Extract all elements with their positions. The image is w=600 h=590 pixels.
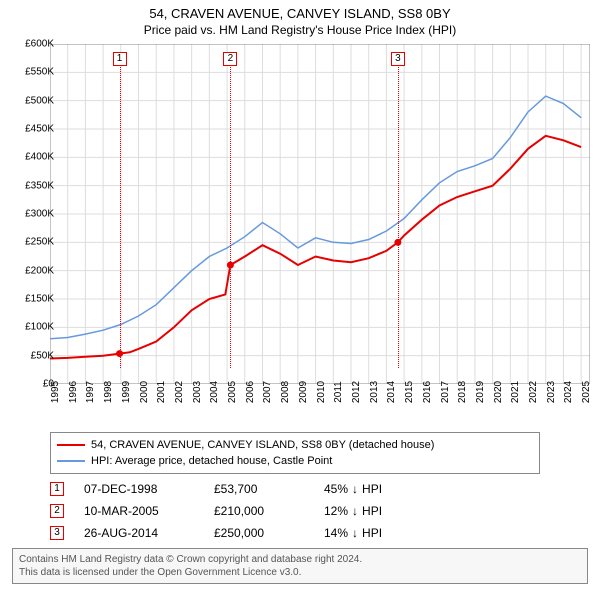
x-axis-label: 1997 [85, 381, 96, 403]
x-axis-label: 2004 [209, 381, 220, 403]
x-axis-label: 2007 [262, 381, 273, 403]
legend: 54, CRAVEN AVENUE, CANVEY ISLAND, SS8 0B… [50, 432, 540, 474]
x-axis-label: 2018 [457, 381, 468, 403]
legend-swatch [57, 460, 85, 462]
y-axis-label: £200K [25, 265, 54, 276]
chart-plot [50, 44, 590, 384]
event-marker-line [398, 60, 399, 368]
x-axis-label: 2015 [404, 381, 415, 403]
event-row: 1 07-DEC-1998£53,70045%↓HPI [50, 478, 540, 500]
x-axis-label: 2025 [581, 381, 592, 403]
x-axis-label: 2021 [510, 381, 521, 403]
event-diff: 14%↓HPI [324, 526, 382, 540]
event-marker-box: 2 [223, 52, 237, 66]
arrow-down-icon: ↓ [352, 526, 358, 540]
y-axis-label: £500K [25, 95, 54, 106]
arrow-down-icon: ↓ [352, 482, 358, 496]
x-axis-label: 2001 [156, 381, 167, 403]
chart-subtitle: Price paid vs. HM Land Registry's House … [0, 21, 600, 43]
x-axis-label: 2019 [475, 381, 486, 403]
x-axis-label: 2017 [440, 381, 451, 403]
legend-swatch [57, 444, 85, 446]
x-axis-label: 2012 [351, 381, 362, 403]
y-axis-label: £250K [25, 237, 54, 248]
x-axis-label: 2023 [546, 381, 557, 403]
event-marker-box: 1 [113, 52, 127, 66]
x-axis-label: 2005 [227, 381, 238, 403]
legend-item: HPI: Average price, detached house, Cast… [57, 453, 533, 469]
y-axis-label: £50K [31, 350, 54, 361]
arrow-down-icon: ↓ [352, 504, 358, 518]
event-marker-line [230, 60, 231, 368]
event-marker-icon: 1 [50, 482, 64, 496]
event-marker-icon: 2 [50, 504, 64, 518]
x-axis-label: 2024 [563, 381, 574, 403]
x-axis-label: 1999 [121, 381, 132, 403]
x-axis-label: 2016 [422, 381, 433, 403]
x-axis-label: 1996 [68, 381, 79, 403]
x-axis-label: 2000 [139, 381, 150, 403]
y-axis-label: £450K [25, 124, 54, 135]
chart-container: 54, CRAVEN AVENUE, CANVEY ISLAND, SS8 0B… [0, 0, 600, 590]
x-axis-label: 2006 [245, 381, 256, 403]
event-date: 26-AUG-2014 [84, 526, 214, 540]
chart-title: 54, CRAVEN AVENUE, CANVEY ISLAND, SS8 0B… [0, 0, 600, 21]
x-axis-label: 2008 [280, 381, 291, 403]
event-date: 07-DEC-1998 [84, 482, 214, 496]
x-axis-label: 2020 [493, 381, 504, 403]
event-marker-line [120, 60, 121, 368]
legend-label: HPI: Average price, detached house, Cast… [91, 455, 332, 467]
x-axis-label: 2013 [369, 381, 380, 403]
x-axis-label: 2011 [333, 381, 344, 403]
x-axis-label: 2002 [174, 381, 185, 403]
event-price: £250,000 [214, 526, 324, 540]
footer-line-1: Contains HM Land Registry data © Crown c… [19, 553, 581, 566]
x-axis-label: 1998 [103, 381, 114, 403]
event-marker-box: 3 [391, 52, 405, 66]
event-diff: 45%↓HPI [324, 482, 382, 496]
y-axis-label: £550K [25, 67, 54, 78]
y-axis-label: £300K [25, 209, 54, 220]
event-row: 2 10-MAR-2005£210,00012%↓HPI [50, 500, 540, 522]
event-price: £53,700 [214, 482, 324, 496]
y-axis-label: £150K [25, 294, 54, 305]
event-date: 10-MAR-2005 [84, 504, 214, 518]
y-axis-label: £350K [25, 180, 54, 191]
legend-item: 54, CRAVEN AVENUE, CANVEY ISLAND, SS8 0B… [57, 437, 533, 453]
x-axis-label: 2022 [528, 381, 539, 403]
x-axis-label: 2014 [386, 381, 397, 403]
event-price: £210,000 [214, 504, 324, 518]
x-axis-label: 2009 [298, 381, 309, 403]
event-row: 3 26-AUG-2014£250,00014%↓HPI [50, 522, 540, 544]
chart-area [50, 44, 590, 384]
events-table: 1 07-DEC-1998£53,70045%↓HPI 2 10-MAR-2005£2… [50, 478, 540, 544]
x-axis-label: 1995 [50, 381, 61, 403]
footer-attribution: Contains HM Land Registry data © Crown c… [12, 548, 588, 584]
legend-label: 54, CRAVEN AVENUE, CANVEY ISLAND, SS8 0B… [91, 439, 434, 451]
event-marker-icon: 3 [50, 526, 64, 540]
x-axis-label: 2010 [316, 381, 327, 403]
y-axis-label: £600K [25, 39, 54, 50]
footer-line-2: This data is licensed under the Open Gov… [19, 566, 581, 579]
y-axis-label: £100K [25, 322, 54, 333]
event-diff: 12%↓HPI [324, 504, 382, 518]
x-axis-label: 2003 [192, 381, 203, 403]
y-axis-label: £400K [25, 152, 54, 163]
